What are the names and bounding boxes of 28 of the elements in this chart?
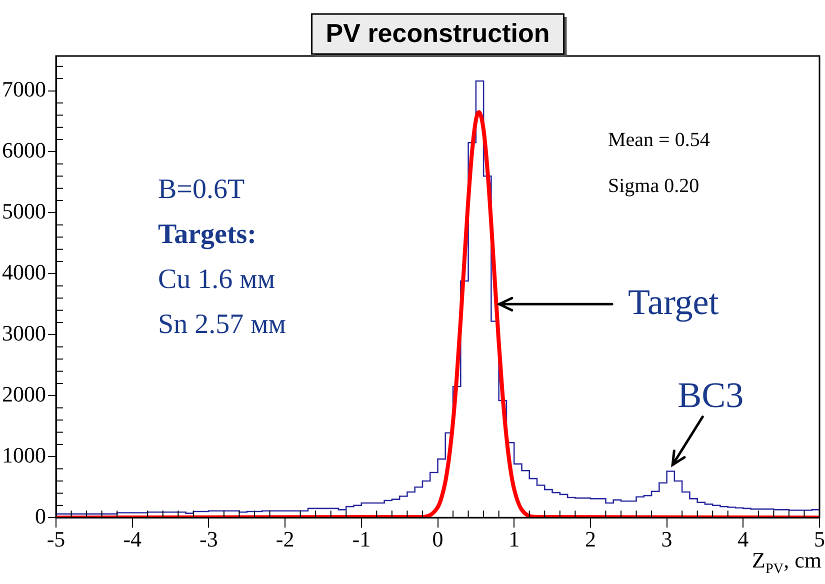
annotation: B=0.6T xyxy=(158,174,245,205)
y-tick-label: 5000 xyxy=(2,198,46,224)
y-tick-label: 3000 xyxy=(2,320,46,346)
x-tick-label: 0 xyxy=(432,526,444,552)
y-tick-label: 4000 xyxy=(2,259,46,284)
x-tick-label: 2 xyxy=(584,526,596,552)
x-tick-label: 1 xyxy=(508,526,520,552)
x-tick-label: -5 xyxy=(46,526,66,552)
x-tick-label: -4 xyxy=(123,526,142,552)
y-tick-label: 0 xyxy=(35,503,46,528)
annotation: BC3 xyxy=(678,374,744,415)
chart-title: PV reconstruction xyxy=(326,18,550,48)
annotation: Cu 1.6 мм xyxy=(158,264,276,295)
y-tick-label: 1000 xyxy=(2,442,46,468)
x-tick-label: 4 xyxy=(738,526,749,552)
y-tick-label: 7000 xyxy=(2,76,46,102)
y-tick-label: 6000 xyxy=(2,138,46,163)
y-tick-label: 2000 xyxy=(2,381,46,406)
annotation: Sn 2.57 мм xyxy=(158,309,286,340)
x-tick-label: 3 xyxy=(661,526,672,552)
annotation: Targets: xyxy=(158,219,257,250)
x-tick-label: -2 xyxy=(276,526,294,552)
x-tick-label: -1 xyxy=(352,526,371,552)
annotation: Sigma 0.20 xyxy=(608,175,700,197)
x-tick-label: 5 xyxy=(814,526,825,552)
x-tick-label: -3 xyxy=(200,526,218,552)
annotation: Mean = 0.54 xyxy=(608,129,710,151)
annotation: Target xyxy=(628,282,719,322)
